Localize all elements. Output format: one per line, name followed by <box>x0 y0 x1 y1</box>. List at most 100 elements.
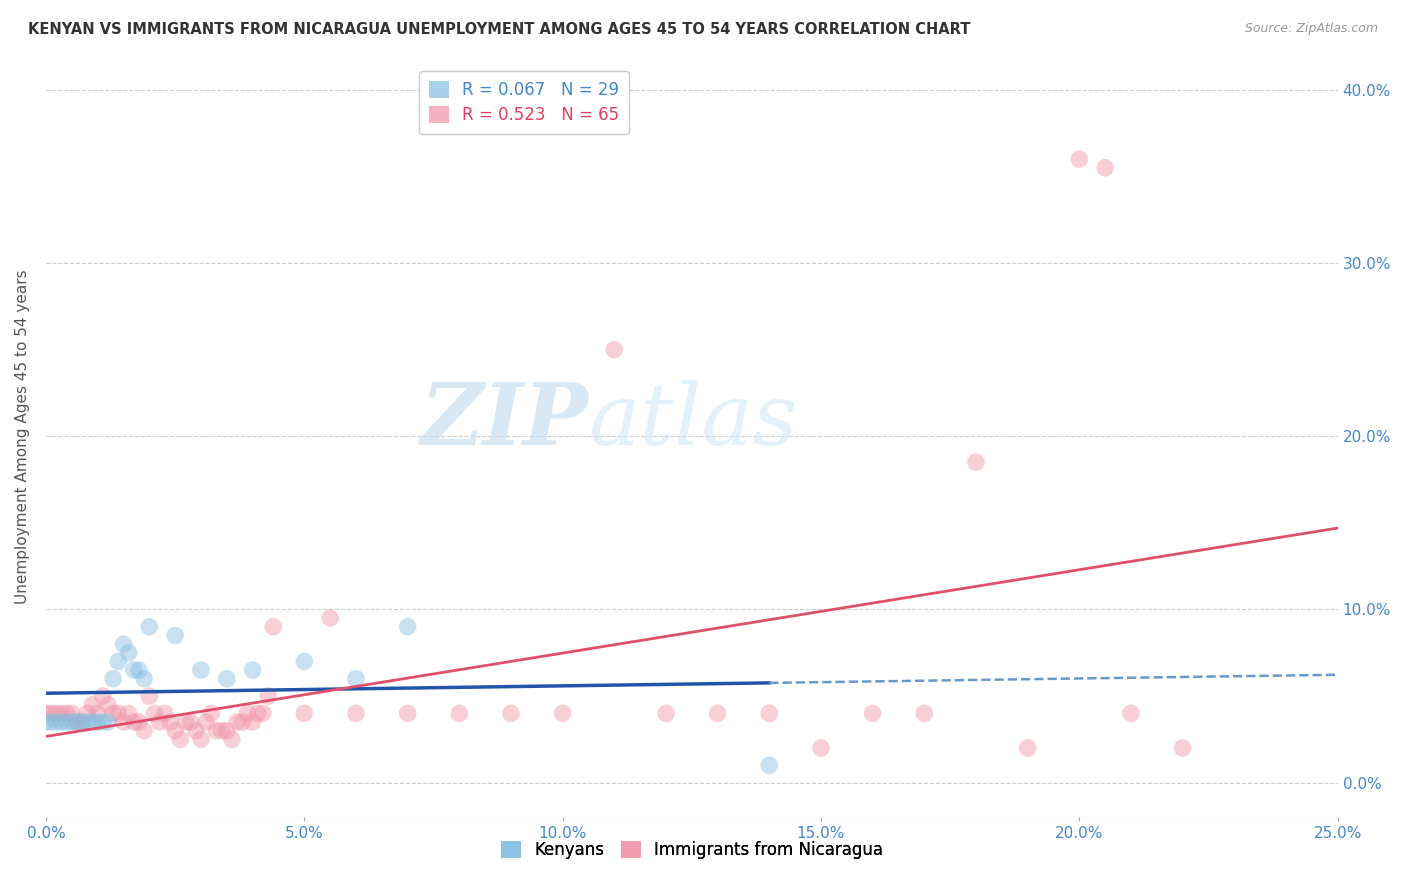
Point <box>128 663 150 677</box>
Point <box>97 714 120 729</box>
Point <box>82 714 104 729</box>
Point <box>190 732 212 747</box>
Point <box>242 714 264 729</box>
Point <box>344 706 367 721</box>
Point <box>60 714 83 729</box>
Point <box>165 628 187 642</box>
Point <box>231 714 253 729</box>
Point <box>86 706 108 721</box>
Point <box>449 706 471 721</box>
Point <box>221 732 243 747</box>
Text: Source: ZipAtlas.com: Source: ZipAtlas.com <box>1244 22 1378 36</box>
Point <box>200 706 222 721</box>
Point <box>101 672 124 686</box>
Point <box>112 714 135 729</box>
Point <box>112 637 135 651</box>
Point <box>51 706 73 721</box>
Point <box>655 706 678 721</box>
Point <box>55 714 77 729</box>
Point <box>76 714 98 729</box>
Point <box>45 714 67 729</box>
Point <box>499 706 522 721</box>
Point <box>810 741 832 756</box>
Point <box>1171 741 1194 756</box>
Point <box>117 646 139 660</box>
Point <box>149 714 172 729</box>
Point <box>128 714 150 729</box>
Point <box>138 620 160 634</box>
Point <box>246 706 269 721</box>
Point <box>236 706 259 721</box>
Y-axis label: Unemployment Among Ages 45 to 54 years: Unemployment Among Ages 45 to 54 years <box>15 268 30 604</box>
Text: KENYAN VS IMMIGRANTS FROM NICARAGUA UNEMPLOYMENT AMONG AGES 45 TO 54 YEARS CORRE: KENYAN VS IMMIGRANTS FROM NICARAGUA UNEM… <box>28 22 970 37</box>
Point <box>758 706 780 721</box>
Point <box>211 723 233 738</box>
Point <box>205 723 228 738</box>
Point <box>165 723 187 738</box>
Point <box>1094 161 1116 175</box>
Point <box>122 714 145 729</box>
Point <box>134 723 156 738</box>
Text: ZIP: ZIP <box>420 379 589 463</box>
Point <box>70 714 93 729</box>
Point <box>153 706 176 721</box>
Text: atlas: atlas <box>589 380 797 462</box>
Point <box>1119 706 1142 721</box>
Point <box>912 706 935 721</box>
Point <box>39 714 62 729</box>
Point <box>91 714 114 729</box>
Point <box>965 455 987 469</box>
Point <box>551 706 574 721</box>
Point <box>603 343 626 357</box>
Point <box>86 714 108 729</box>
Point <box>159 714 181 729</box>
Point <box>45 706 67 721</box>
Point <box>292 654 315 668</box>
Point <box>51 714 73 729</box>
Legend: Kenyans, Immigrants from Nicaragua: Kenyans, Immigrants from Nicaragua <box>494 835 890 866</box>
Point <box>60 706 83 721</box>
Point <box>262 620 284 634</box>
Point <box>35 714 58 729</box>
Point <box>758 758 780 772</box>
Point <box>1017 741 1039 756</box>
Point <box>143 706 166 721</box>
Point <box>180 714 202 729</box>
Point <box>706 706 728 721</box>
Point <box>35 706 58 721</box>
Point <box>396 620 419 634</box>
Point <box>66 714 89 729</box>
Point <box>184 723 207 738</box>
Point <box>396 706 419 721</box>
Point <box>134 672 156 686</box>
Point <box>117 706 139 721</box>
Point <box>107 654 129 668</box>
Point <box>319 611 342 625</box>
Point <box>215 723 238 738</box>
Point <box>862 706 884 721</box>
Point <box>82 698 104 712</box>
Point <box>76 706 98 721</box>
Point <box>101 706 124 721</box>
Point <box>252 706 274 721</box>
Point <box>215 672 238 686</box>
Point <box>169 732 191 747</box>
Point <box>292 706 315 721</box>
Point <box>226 714 249 729</box>
Point <box>257 689 280 703</box>
Point <box>195 714 218 729</box>
Point <box>190 663 212 677</box>
Point <box>122 663 145 677</box>
Point <box>174 714 197 729</box>
Point <box>66 714 89 729</box>
Point <box>70 714 93 729</box>
Point <box>138 689 160 703</box>
Point <box>1069 152 1091 166</box>
Point <box>39 706 62 721</box>
Point <box>97 698 120 712</box>
Point <box>91 689 114 703</box>
Point <box>55 706 77 721</box>
Point <box>344 672 367 686</box>
Point <box>242 663 264 677</box>
Point <box>107 706 129 721</box>
